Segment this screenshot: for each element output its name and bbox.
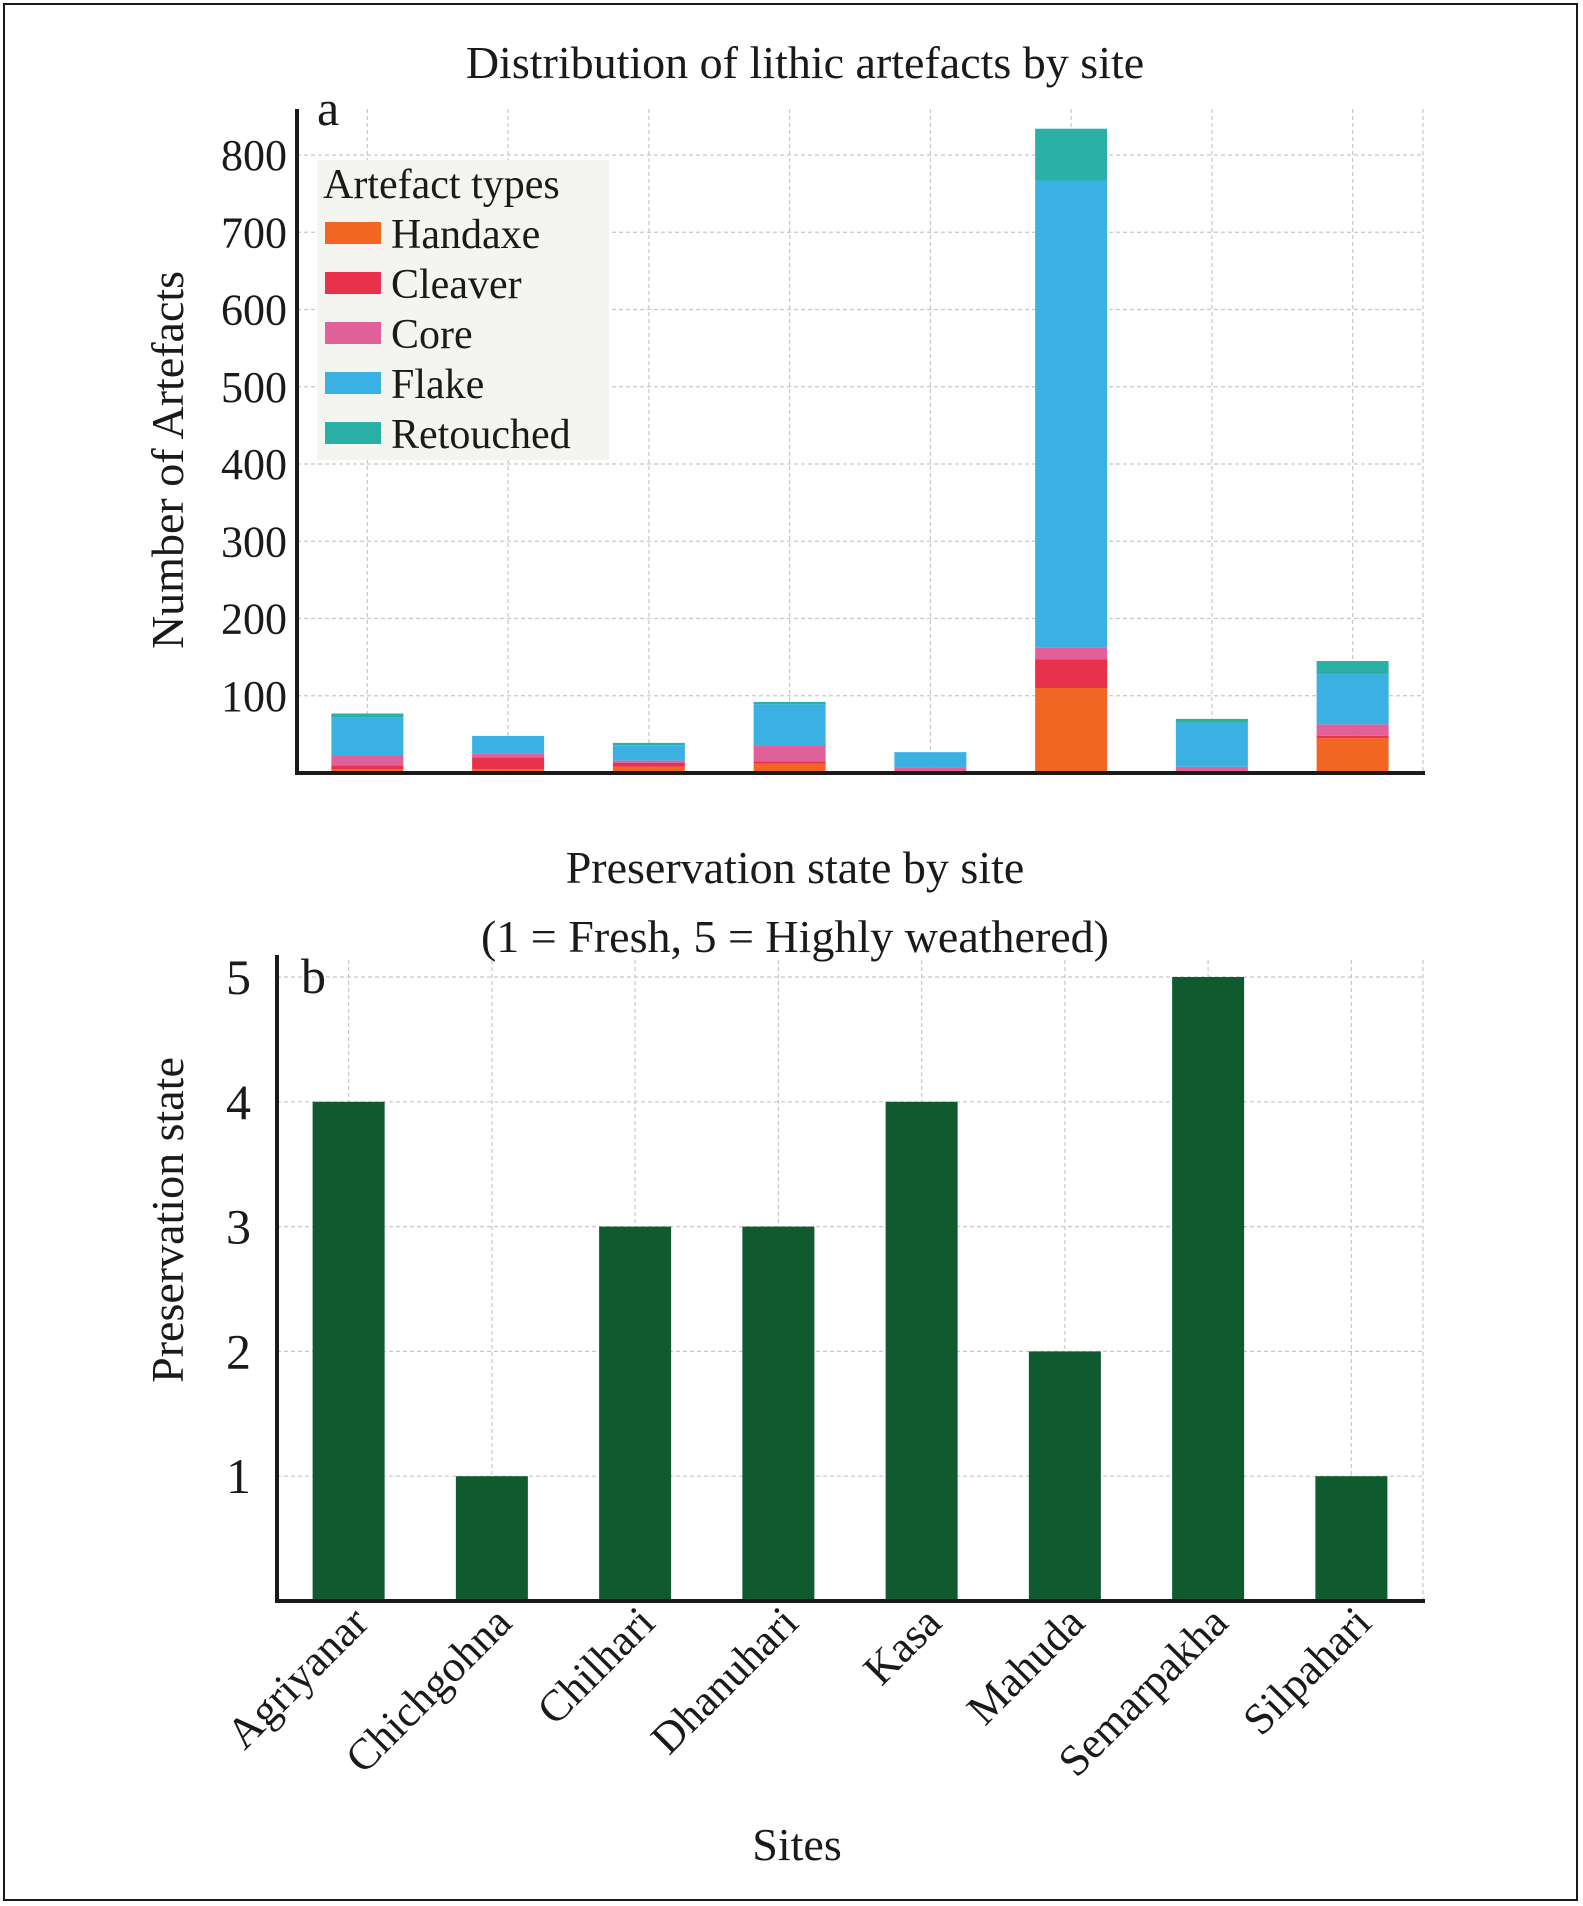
panel-b-y-tick-label: 2: [226, 1323, 251, 1379]
panel-a-y-tick-label: 600: [221, 286, 287, 335]
panel-a-title: Distribution of lithic artefacts by site: [466, 37, 1144, 88]
x-tick-label-kasa: Kasa: [854, 1597, 951, 1694]
bar-segment-flake-kasa: [894, 752, 967, 768]
legend-swatch-core: [325, 322, 381, 344]
bar-preservation-chichgohna: [455, 1476, 528, 1601]
panel-b-title: Preservation state by site: [566, 842, 1025, 893]
panel-b-x-axis-label: Sites: [752, 1819, 841, 1870]
panel-a-y-tick-label: 300: [221, 517, 287, 566]
x-tick-label-mahuda: Mahuda: [957, 1597, 1094, 1734]
panel-a-y-tick-labels: 100 200 300 400 500 600 700 800: [221, 131, 287, 721]
panel-a-legend: Artefact types HandaxeCleaverCoreFlakeRe…: [317, 160, 609, 460]
bar-segment-cleaver-mahuda: [1035, 659, 1108, 689]
panel-a-stacked-bars: [331, 128, 1389, 773]
panel-a-y-tick-label: 700: [221, 208, 287, 257]
x-tick-label-dhanuhari: Dhanuhari: [641, 1597, 807, 1763]
legend-swatch-handaxe: [325, 222, 381, 244]
panel-b-preservation-chart: Preservation state by site (1 = Fresh, 5…: [142, 842, 1425, 1870]
legend-label-flake: Flake: [391, 362, 484, 408]
bar-segment-core-semarpakha: [1175, 766, 1248, 771]
bar-segment-cleaver-silpahari: [1316, 735, 1389, 739]
bar-segment-cleaver-agriyanar: [331, 765, 404, 770]
legend-swatch-flake: [325, 372, 381, 394]
bar-segment-retouched-silpahari: [1316, 660, 1389, 675]
bar-segment-handaxe-dhanuhari: [753, 763, 826, 773]
bar-segment-retouched-dhanuhari: [753, 701, 826, 705]
bar-segment-handaxe-mahuda: [1035, 688, 1108, 773]
bar-segment-handaxe-chilhari: [612, 766, 685, 773]
bar-segment-flake-mahuda: [1035, 180, 1108, 648]
legend-swatch-cleaver: [325, 272, 381, 294]
legend-title: Artefact types: [323, 162, 560, 208]
bar-preservation-semarpakha: [1172, 977, 1245, 1601]
panel-a-y-tick-label: 100: [221, 672, 287, 721]
panel-a-label: a: [317, 80, 339, 136]
panel-a-y-axis-label: Number of Artefacts: [142, 271, 193, 649]
bar-segment-flake-chichgohna: [472, 735, 545, 754]
bar-segment-retouched-semarpakha: [1175, 718, 1248, 723]
bar-segment-cleaver-chichgohna: [472, 757, 545, 770]
legend-label-retouched: Retouched: [391, 412, 571, 458]
panel-b-y-tick-labels: 1 2 3 4 5: [226, 949, 251, 1504]
bar-segment-cleaver-dhanuhari: [753, 761, 826, 764]
panel-a-y-tick-label: 800: [221, 131, 287, 180]
legend-background: [317, 160, 609, 460]
bar-segment-core-chichgohna: [472, 753, 545, 758]
bar-segment-retouched-chilhari: [612, 742, 685, 746]
panel-a-y-tick-label: 400: [221, 440, 287, 489]
bar-segment-retouched-mahuda: [1035, 128, 1108, 181]
panel-b-bars: [312, 977, 1388, 1601]
legend-label-core: Core: [391, 312, 473, 358]
panel-b-label: b: [301, 948, 326, 1004]
panel-b-grid: [277, 960, 1424, 1601]
legend-label-cleaver: Cleaver: [391, 262, 522, 308]
panel-a-y-tick-label: 500: [221, 363, 287, 412]
bar-preservation-kasa: [885, 1101, 958, 1601]
bar-preservation-dhanuhari: [742, 1226, 815, 1601]
bar-segment-core-chilhari: [612, 760, 685, 763]
panel-b-y-tick-label: 4: [226, 1074, 251, 1130]
panel-a-y-tick-label: 200: [221, 595, 287, 644]
figure-frame: Distribution of lithic artefacts by site…: [3, 3, 1578, 1901]
bar-segment-handaxe-silpahari: [1316, 738, 1389, 773]
bar-preservation-chilhari: [599, 1226, 672, 1601]
bar-segment-retouched-agriyanar: [331, 713, 404, 718]
panel-b-y-axis-label: Preservation state: [142, 1057, 193, 1383]
bar-segment-flake-dhanuhari: [753, 704, 826, 746]
bar-preservation-silpahari: [1315, 1476, 1388, 1601]
figure-canvas: Distribution of lithic artefacts by site…: [142, 37, 1425, 1870]
legend-label-handaxe: Handaxe: [391, 212, 540, 258]
bar-segment-cleaver-chilhari: [612, 762, 685, 767]
panel-b-y-tick-label: 5: [226, 949, 251, 1005]
x-tick-label-chilhari: Chilhari: [528, 1597, 665, 1734]
panel-a-artefacts-chart: Distribution of lithic artefacts by site…: [142, 37, 1425, 775]
x-tick-label-silpahari: Silpahari: [1233, 1597, 1380, 1744]
bar-segment-core-dhanuhari: [753, 745, 826, 762]
bar-segment-core-mahuda: [1035, 647, 1108, 660]
panel-b-y-tick-label: 1: [226, 1448, 251, 1504]
bar-segment-core-silpahari: [1316, 724, 1389, 736]
bar-preservation-mahuda: [1028, 1351, 1101, 1601]
bar-segment-flake-chilhari: [612, 745, 685, 761]
bar-segment-core-agriyanar: [331, 756, 404, 766]
panel-b-subtitle: (1 = Fresh, 5 = Highly weathered): [481, 911, 1109, 962]
panel-b-y-tick-label: 3: [226, 1199, 251, 1255]
bar-preservation-agriyanar: [312, 1101, 385, 1601]
bar-segment-flake-silpahari: [1316, 674, 1389, 725]
bar-segment-flake-semarpakha: [1175, 722, 1248, 767]
bar-segment-core-kasa: [894, 767, 967, 772]
bar-segment-flake-agriyanar: [331, 717, 404, 757]
legend-swatch-retouched: [325, 422, 381, 444]
